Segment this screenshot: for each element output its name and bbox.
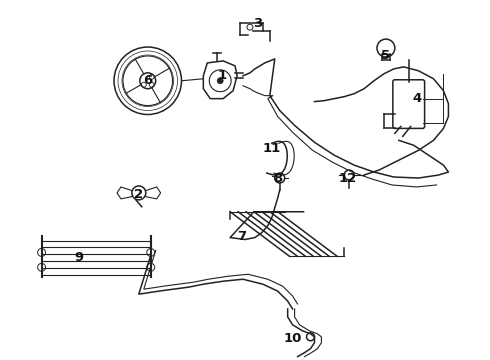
Circle shape [140,73,156,89]
Text: 6: 6 [143,74,152,87]
Polygon shape [117,187,139,199]
Circle shape [275,173,285,183]
Polygon shape [203,61,237,99]
Polygon shape [139,187,161,199]
Text: 8: 8 [273,171,282,185]
Text: 9: 9 [75,251,84,264]
Text: 7: 7 [238,230,246,243]
Circle shape [377,39,395,57]
Circle shape [132,186,146,200]
Circle shape [217,78,223,84]
Text: 11: 11 [263,142,281,155]
Text: 5: 5 [381,49,391,63]
Text: 4: 4 [412,92,421,105]
Text: 10: 10 [283,332,302,345]
Text: 1: 1 [218,69,227,82]
Text: 3: 3 [253,17,263,30]
Text: 12: 12 [338,171,356,185]
Text: 2: 2 [134,188,144,201]
Circle shape [344,170,354,180]
FancyBboxPatch shape [393,80,425,129]
